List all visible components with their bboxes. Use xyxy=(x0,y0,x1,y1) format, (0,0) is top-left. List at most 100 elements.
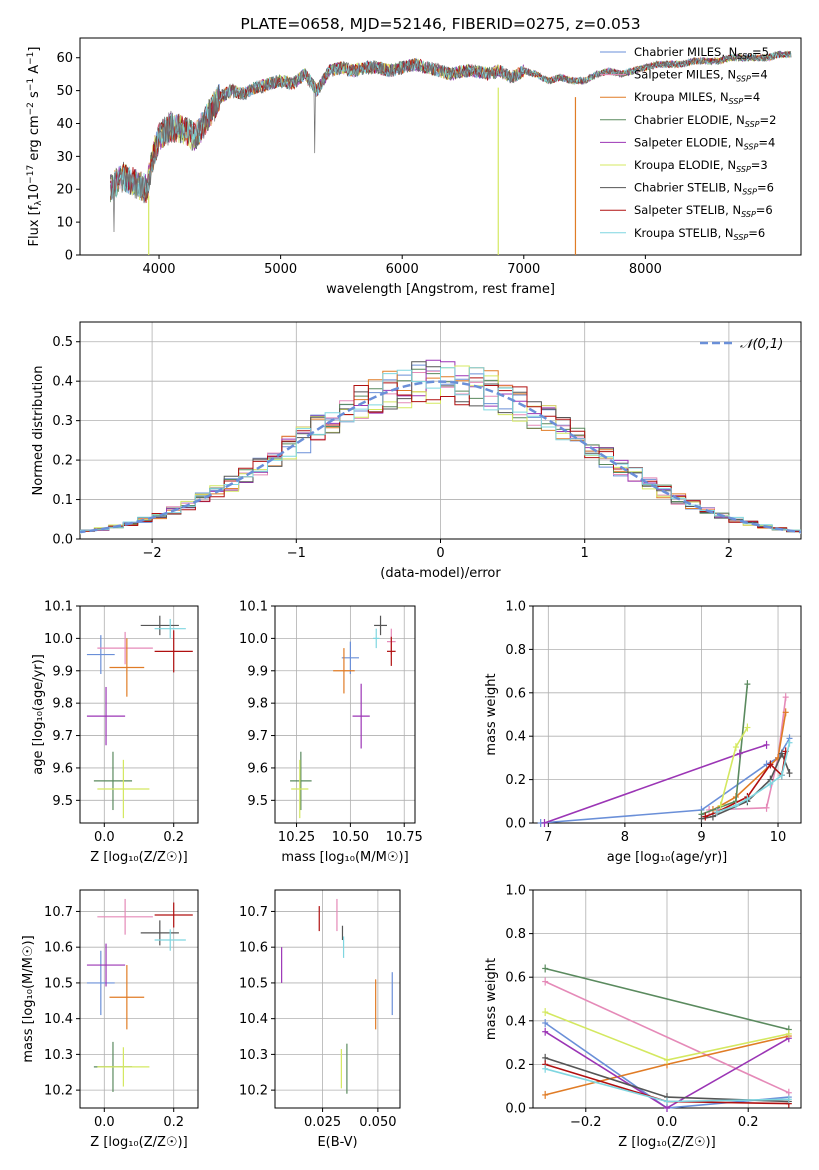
legend-label-sub: SSP xyxy=(741,210,756,219)
y-tick-label: 0.8 xyxy=(505,927,526,942)
legend-label-text: Kroupa MILES, N xyxy=(634,90,729,104)
y-axis-label-part: ] xyxy=(27,47,42,52)
x-tick-label: 9 xyxy=(697,830,705,845)
x-tick-label: 10.50 xyxy=(332,830,369,845)
x-tick-label: 0.2 xyxy=(163,1115,184,1130)
y-tick-label: 9.6 xyxy=(247,761,268,776)
y-tick-label: 9.8 xyxy=(247,697,268,712)
axes-frame xyxy=(79,37,802,256)
y-axis-label: Flux [fλ10−17 erg cm−2 s−1 A−1] xyxy=(26,47,44,247)
y-tick-label: 9.8 xyxy=(52,697,73,712)
weight-line xyxy=(712,712,787,811)
weight_vs_Z-panel: −0.2 0.0 0.2 0.0 0.2 0.4 0.6 0.8 1.0 Z [log₁₀(Z/Z… xyxy=(484,884,802,1150)
weight-line xyxy=(545,967,789,1031)
legend-label: Chabrier STELIB, NSSP=6 xyxy=(634,181,774,197)
x-axis-label: Z [log₁₀(Z/Z☉)] xyxy=(618,1135,715,1150)
axes-frame xyxy=(274,889,401,1109)
legend-label-sub: SSP xyxy=(736,75,751,84)
y-tick-label: 10.4 xyxy=(44,1012,73,1027)
legend-label-sub: SSP xyxy=(729,97,744,106)
y-tick-label: 0.0 xyxy=(505,1102,526,1117)
y-axis-label: Normed distribution xyxy=(31,366,46,496)
y-tick-label: 0.8 xyxy=(505,643,526,658)
y-tick-label: 30 xyxy=(56,150,73,165)
y-axis-label-part: Flux [f xyxy=(27,205,42,246)
legend-label-text: Kroupa ELODIE, N xyxy=(634,158,736,172)
x-axis-label: age [log₁₀(age/yr)] xyxy=(607,850,728,865)
x-tick-label: 8000 xyxy=(629,262,662,277)
y-axis-label-part: 10 xyxy=(27,184,42,201)
y-axis-label: mass weight xyxy=(484,673,499,755)
y-tick-label: 0.6 xyxy=(505,686,526,701)
weight-line xyxy=(544,980,790,1094)
weight-line xyxy=(716,742,791,813)
y-tick-label: 0.4 xyxy=(52,375,73,390)
axes-frame xyxy=(532,605,802,824)
x-tick-label: −0.2 xyxy=(570,1115,602,1130)
y-tick-label: 0.4 xyxy=(505,730,526,745)
y-tick-label: 1.0 xyxy=(505,884,526,899)
y-axis-label-part: −17 xyxy=(26,165,36,184)
y-tick-label: 9.7 xyxy=(247,729,268,744)
legend-label: Salpeter ELODIE, NSSP=4 xyxy=(634,135,775,151)
legend-label-sub: SSP xyxy=(737,52,752,61)
y-axis-label: mass [log₁₀(M/M☉)] xyxy=(21,935,36,1062)
legend-label-sub: SSP xyxy=(742,188,757,197)
y-tick-label: 9.9 xyxy=(52,664,73,679)
legend-label: Kroupa MILES, NSSP=4 xyxy=(634,90,760,106)
y-tick-label: 50 xyxy=(56,84,73,99)
x-tick-label: 8 xyxy=(621,830,629,845)
x-tick-label: 0.0 xyxy=(94,1115,115,1130)
y-tick-label: 9.6 xyxy=(52,761,73,776)
y-tick-label: 10.2 xyxy=(44,1084,73,1099)
legend-label-suffix: =4 xyxy=(758,135,775,149)
legend-label-text: Salpeter MILES, N xyxy=(634,68,736,82)
spectrum-line xyxy=(110,51,792,233)
y-tick-label: 0.6 xyxy=(505,971,526,986)
legend-label: Chabrier ELODIE, NSSP=2 xyxy=(634,113,776,129)
x-axis-label: Z [log₁₀(Z/Z☉)] xyxy=(90,850,187,865)
legend-label-text: Salpeter STELIB, N xyxy=(634,203,741,217)
histogram-step xyxy=(80,367,801,534)
y-axis-label: mass weight xyxy=(484,958,499,1040)
x-tick-label: 5000 xyxy=(264,262,297,277)
weight_vs_age-panel: 7 8 9 10 0.0 0.2 0.4 0.6 0.8 1.0 age [log₁₀(age/yr… xyxy=(484,600,802,865)
y-tick-label: 10.0 xyxy=(44,632,73,647)
y-tick-label: 10.1 xyxy=(44,600,73,615)
y-tick-label: 10.5 xyxy=(239,976,268,991)
legend-label-suffix: =6 xyxy=(748,226,765,240)
residuals-panel: −2 −1 0 1 2 0.0 0.1 0.2 0.3 0.4 0.5 (data-model)/er… xyxy=(31,321,802,581)
x-tick-label: 0.025 xyxy=(304,1115,341,1130)
y-tick-label: 9.5 xyxy=(247,794,268,809)
legend-label-suffix: =4 xyxy=(743,90,760,104)
y-tick-label: 0.5 xyxy=(52,335,73,350)
legend-label: Chabrier MILES, NSSP=5 xyxy=(634,45,769,61)
legend-label-suffix: =4 xyxy=(751,68,768,82)
y-tick-label: 10 xyxy=(56,216,73,231)
y-tick-label: 10.6 xyxy=(239,941,268,956)
x-tick-label: 10.75 xyxy=(386,830,423,845)
spectrum-panel: 4000 5000 6000 7000 8000 0 10 20 30 40 50 60 wavelen… xyxy=(26,15,802,297)
y-axis-label-part: s xyxy=(27,91,42,102)
x-tick-label: 2 xyxy=(725,546,733,561)
y-tick-label: 10.7 xyxy=(44,905,73,920)
x-axis-label: Z [log₁₀(Z/Z☉)] xyxy=(90,1135,187,1150)
y-tick-label: 0.0 xyxy=(52,533,73,548)
y-axis-label-part: −2 xyxy=(26,102,36,115)
age_vs_mass-panel: 10.25 10.50 10.75 9.5 9.6 9.7 9.8 9.9 10.0 10.1 ma… xyxy=(239,600,423,866)
legend-label-sub: SSP xyxy=(744,142,759,151)
y-tick-label: 10.4 xyxy=(239,1012,268,1027)
mass_vs_Z-panel: 0.0 0.2 10.2 10.3 10.4 10.5 10.6 10.7 Z [log₁₀(Z… xyxy=(21,889,199,1150)
y-axis-label-part: −1 xyxy=(26,78,36,91)
y-tick-label: 0.3 xyxy=(52,414,73,429)
x-tick-label: 7 xyxy=(544,830,552,845)
legend-label: Salpeter STELIB, NSSP=6 xyxy=(634,203,773,219)
y-axis-label-part: −1 xyxy=(26,52,36,65)
y-tick-label: 9.9 xyxy=(247,664,268,679)
legend-label-suffix: =5 xyxy=(752,45,769,59)
x-tick-label: 0.0 xyxy=(657,1115,678,1130)
legend-label-text: Salpeter ELODIE, N xyxy=(634,135,744,149)
legend-label-text: Chabrier STELIB, N xyxy=(634,181,742,195)
y-axis-label-part: λ xyxy=(34,200,44,206)
axes-frame xyxy=(274,605,416,824)
